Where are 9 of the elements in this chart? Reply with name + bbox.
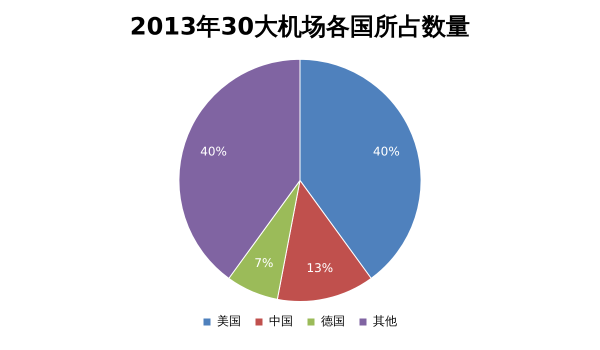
data-label: 7% bbox=[254, 256, 274, 270]
data-label: 40% bbox=[373, 144, 400, 158]
legend-label: 中国 bbox=[269, 314, 293, 328]
data-label: 40% bbox=[200, 144, 227, 158]
legend-label: 其他 bbox=[373, 314, 397, 328]
legend-label: 美国 bbox=[217, 314, 241, 328]
legend-label: 德国 bbox=[321, 314, 345, 328]
chart-title: 2013年30大机场各国所占数量 bbox=[130, 12, 470, 41]
data-label: 13% bbox=[306, 261, 334, 276]
